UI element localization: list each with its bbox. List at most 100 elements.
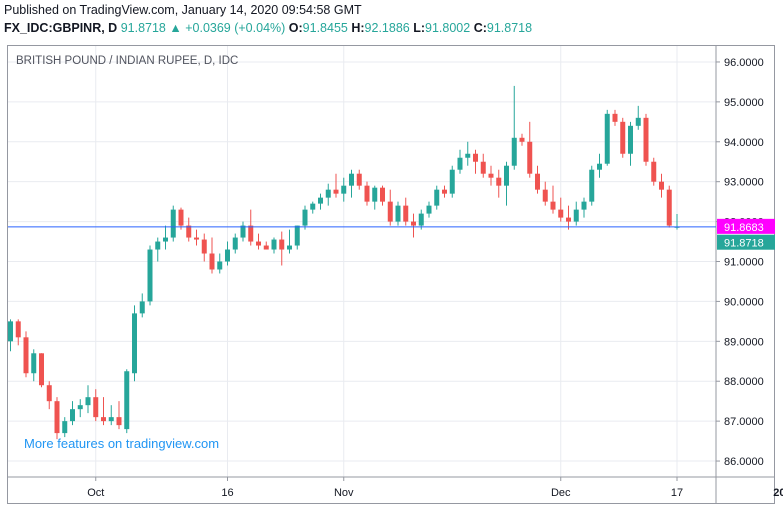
x-tick-label: Oct xyxy=(87,487,104,499)
candle-up xyxy=(604,113,610,164)
y-tick-label: 89.0000 xyxy=(724,336,764,348)
candle-up xyxy=(597,163,602,170)
candle-up xyxy=(635,117,641,126)
candle-down xyxy=(542,189,548,202)
candle-up xyxy=(372,187,378,202)
candle-up xyxy=(77,405,83,410)
y-tick-label: 90.0000 xyxy=(724,296,764,308)
last-price: 91.8718 xyxy=(120,21,166,35)
candle-down xyxy=(15,321,21,338)
candle-down xyxy=(116,417,122,426)
y-tick-label: 93.0000 xyxy=(724,177,764,189)
y-tick-label: 96.0000 xyxy=(724,57,764,69)
candle-up xyxy=(170,209,176,238)
candle-down xyxy=(488,173,494,178)
y-tick-label: 87.0000 xyxy=(724,416,764,428)
crosshair-price-tag xyxy=(717,218,775,234)
candle-down xyxy=(380,187,385,202)
published-info: Published on TradingView.com, January 14… xyxy=(4,3,362,17)
candle-up xyxy=(573,209,579,222)
candle-down xyxy=(256,241,261,246)
symbol-legend: FX_IDC:GBPINR, D 91.8718 ▲ +0.0369 (+0.0… xyxy=(4,21,532,35)
candle-down xyxy=(558,209,564,218)
candle-up xyxy=(318,197,323,204)
candle-down xyxy=(209,253,215,270)
candle-down xyxy=(93,397,99,418)
y-tick-label: 86.0000 xyxy=(724,456,764,468)
candle-down xyxy=(535,173,540,190)
candle-up xyxy=(232,237,238,250)
crosshair-price-label: 91.8683 xyxy=(724,222,764,234)
y-tick-label: 91.0000 xyxy=(724,257,764,269)
candle-up xyxy=(240,225,246,238)
chart-frame xyxy=(7,45,775,504)
candle-down xyxy=(279,239,285,250)
candle-down xyxy=(496,177,502,186)
candle-down xyxy=(411,221,416,226)
last-price-tag xyxy=(717,234,775,250)
candle-down xyxy=(612,113,618,122)
candle-up xyxy=(8,321,13,342)
price-change: +0.0369 (+0.04%) xyxy=(185,21,286,35)
candle-down xyxy=(23,337,29,374)
candle-down xyxy=(333,189,339,194)
candle-down xyxy=(364,185,370,202)
high-label: H: xyxy=(351,21,365,35)
candle-up xyxy=(132,313,137,374)
candle-down xyxy=(473,153,478,162)
candle-down xyxy=(101,417,106,422)
candle-down xyxy=(263,245,269,250)
candle-down xyxy=(54,401,60,434)
candle-up xyxy=(294,225,300,246)
candle-down xyxy=(566,217,571,222)
candle-down xyxy=(643,117,649,162)
y-tick-label: 95.0000 xyxy=(724,97,764,109)
candle-up xyxy=(124,371,130,430)
candle-up xyxy=(581,201,587,210)
candle-up xyxy=(287,245,292,250)
candle-up xyxy=(434,189,440,206)
candle-up xyxy=(628,125,633,154)
candle-up xyxy=(511,137,517,166)
x-tick-label: 2020 xyxy=(773,487,783,499)
candle-up xyxy=(62,421,68,434)
candle-down xyxy=(550,201,556,210)
candle-up xyxy=(271,239,277,250)
candle-up xyxy=(426,205,432,214)
candle-down xyxy=(186,225,192,238)
x-tick-label: Dec xyxy=(551,487,571,499)
up-arrow-icon: ▲ xyxy=(169,21,182,35)
candle-down xyxy=(527,141,533,174)
x-tick-label: 16 xyxy=(221,487,233,499)
open-label: O: xyxy=(288,21,303,35)
low-label: L: xyxy=(413,21,426,35)
y-tick-label: 94.0000 xyxy=(724,137,764,149)
candle-up xyxy=(589,169,595,202)
candle-up xyxy=(108,417,114,422)
candle-up xyxy=(310,203,316,210)
candle-up xyxy=(147,249,153,302)
candle-down xyxy=(519,137,525,142)
promo-link[interactable]: More features on tradingview.com xyxy=(24,436,220,451)
close-value: 91.8718 xyxy=(486,21,533,35)
last-price-label: 91.8718 xyxy=(724,238,764,250)
candle-down xyxy=(480,161,486,174)
candle-up xyxy=(31,353,37,374)
candle-down xyxy=(387,201,393,222)
candle-up xyxy=(217,261,223,270)
candle-up xyxy=(70,409,75,422)
candle-up xyxy=(465,153,471,158)
close-label: C: xyxy=(473,21,487,35)
symbol-name[interactable]: FX_IDC:GBPINR, D xyxy=(4,21,118,35)
candle-up xyxy=(418,213,424,226)
candle-down xyxy=(39,353,44,386)
candle-down xyxy=(178,209,184,226)
candle-down xyxy=(651,161,657,182)
open-value: 91.8455 xyxy=(302,21,348,35)
candle-down xyxy=(194,237,199,240)
high-value: 92.1886 xyxy=(364,21,410,35)
candle-down xyxy=(442,189,447,194)
y-tick-label: 88.0000 xyxy=(724,376,764,388)
candle-up xyxy=(349,173,354,186)
